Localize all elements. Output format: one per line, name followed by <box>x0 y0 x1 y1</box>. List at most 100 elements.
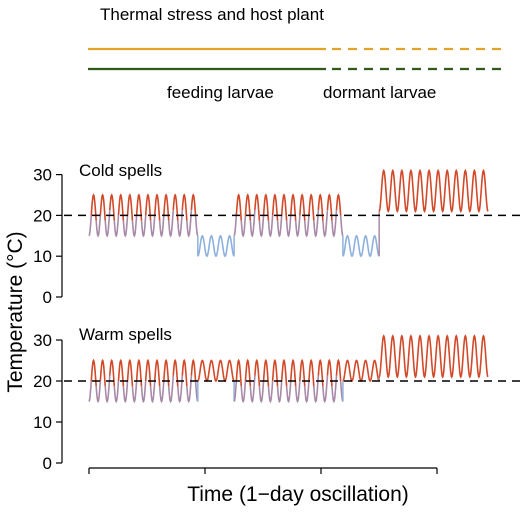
temperature-trace <box>285 380 292 404</box>
temperature-trace <box>378 334 489 379</box>
temperature-trace <box>267 380 274 404</box>
temperature-trace <box>276 215 283 238</box>
temperature-trace <box>294 215 301 238</box>
temperature-trace <box>254 358 261 387</box>
temperature-trace <box>258 215 265 238</box>
legend: Thermal stress and host plant feeding la… <box>88 5 505 102</box>
temperature-trace <box>271 358 279 387</box>
temperature-trace <box>140 215 147 238</box>
temperature-trace <box>163 193 170 221</box>
temperature-trace <box>190 358 197 382</box>
temperature-trace <box>167 210 175 238</box>
temperature-trace <box>276 380 283 404</box>
temperature-trace <box>326 193 333 221</box>
temperature-trace <box>122 380 129 404</box>
x-axis <box>88 467 438 474</box>
temperature-trace <box>153 193 161 221</box>
legend-dormant-label: dormant larvae <box>323 83 436 102</box>
y-tick-label: 30 <box>33 331 52 350</box>
temperature-trace <box>135 193 143 221</box>
temperature-trace <box>342 359 380 383</box>
temperature-trace <box>339 215 344 237</box>
temperature-trace <box>104 210 111 238</box>
legend-feeding-label: feeding larvae <box>167 83 274 102</box>
temperature-trace <box>186 375 193 404</box>
temperature-trace <box>294 380 301 404</box>
temperature-trace <box>280 358 288 387</box>
temperature-trace <box>117 358 125 387</box>
y-tick-label: 10 <box>33 247 52 266</box>
y-tick-label: 30 <box>33 166 52 185</box>
temperature-trace <box>262 193 270 221</box>
temperature-trace <box>181 193 188 221</box>
temperature-trace <box>335 193 342 216</box>
temperature-trace <box>108 193 116 221</box>
y-tick-label: 0 <box>43 288 52 307</box>
temperature-trace <box>267 215 274 238</box>
temperature-trace <box>144 358 152 387</box>
temperature-trace <box>280 193 288 221</box>
temperature-trace <box>144 193 152 221</box>
panel-cold-spells: 0 10 20 30 Cold spells <box>33 161 521 307</box>
temperature-trace <box>104 375 111 404</box>
panel-title: Cold spells <box>79 161 162 180</box>
temperature-trace <box>233 215 238 237</box>
temperature-trace <box>331 375 338 404</box>
temperature-trace <box>299 358 306 387</box>
temperature-trace <box>322 375 329 404</box>
y-axis-label: Temperature (°C) <box>4 231 27 392</box>
temperature-trace <box>113 215 120 238</box>
panel-title: Warm spells <box>79 325 172 344</box>
temperature-trace <box>303 380 310 404</box>
temperature-trace <box>131 215 138 238</box>
temperature-trace <box>186 210 193 238</box>
temperature-trace <box>271 193 279 221</box>
temperature-trace <box>240 380 247 404</box>
temperature-trace <box>88 215 93 237</box>
temperature-trace <box>244 358 252 387</box>
temperature-trace <box>99 358 107 387</box>
temperature-trace <box>244 193 252 221</box>
y-tick-label: 10 <box>33 413 52 432</box>
y-tick-label: 0 <box>43 454 52 473</box>
temperature-trace <box>326 358 333 387</box>
x-axis-label: Time (1−day oscillation) <box>187 483 409 506</box>
temperature-trace <box>95 380 102 404</box>
temperature-trace <box>163 358 170 387</box>
temperature-trace <box>140 380 147 404</box>
temperature-trace <box>289 193 297 221</box>
temperature-trace <box>167 375 175 404</box>
temperature-trace <box>126 358 134 387</box>
temperature-trace <box>262 358 270 387</box>
temperature-trace <box>149 215 156 238</box>
temperature-trace <box>117 193 125 221</box>
temperature-trace <box>108 358 116 387</box>
temperature-trace <box>122 215 129 238</box>
temperature-trace <box>172 358 179 387</box>
temperature-trace <box>249 210 256 238</box>
temperature-trace <box>317 193 324 221</box>
temperature-trace <box>158 215 165 238</box>
temperature-trace <box>95 215 102 238</box>
temperature-trace <box>299 193 306 221</box>
temperature-trace <box>172 193 179 221</box>
y-tick-label: 20 <box>33 372 52 391</box>
panel-warm-spells: 0 10 20 30 Warm spells <box>33 325 521 473</box>
temperature-trace <box>335 358 342 382</box>
temperature-trace <box>254 193 261 221</box>
temperature-trace <box>90 193 97 221</box>
temperature-trace <box>194 215 199 237</box>
temperature-trace <box>153 358 161 387</box>
temperature-trace <box>235 358 243 387</box>
temperature-trace <box>249 375 256 404</box>
temperature-trace <box>88 380 93 402</box>
temperature-trace <box>240 215 247 238</box>
y-tick-label: 20 <box>33 206 52 225</box>
temperature-trace <box>233 380 238 402</box>
temperature-trace <box>322 210 329 238</box>
temperature-trace <box>158 380 165 404</box>
legend-title: Thermal stress and host plant <box>100 5 324 24</box>
temperature-trace <box>113 380 120 404</box>
temperature-trace <box>197 234 235 258</box>
temperature-trace <box>235 193 243 221</box>
